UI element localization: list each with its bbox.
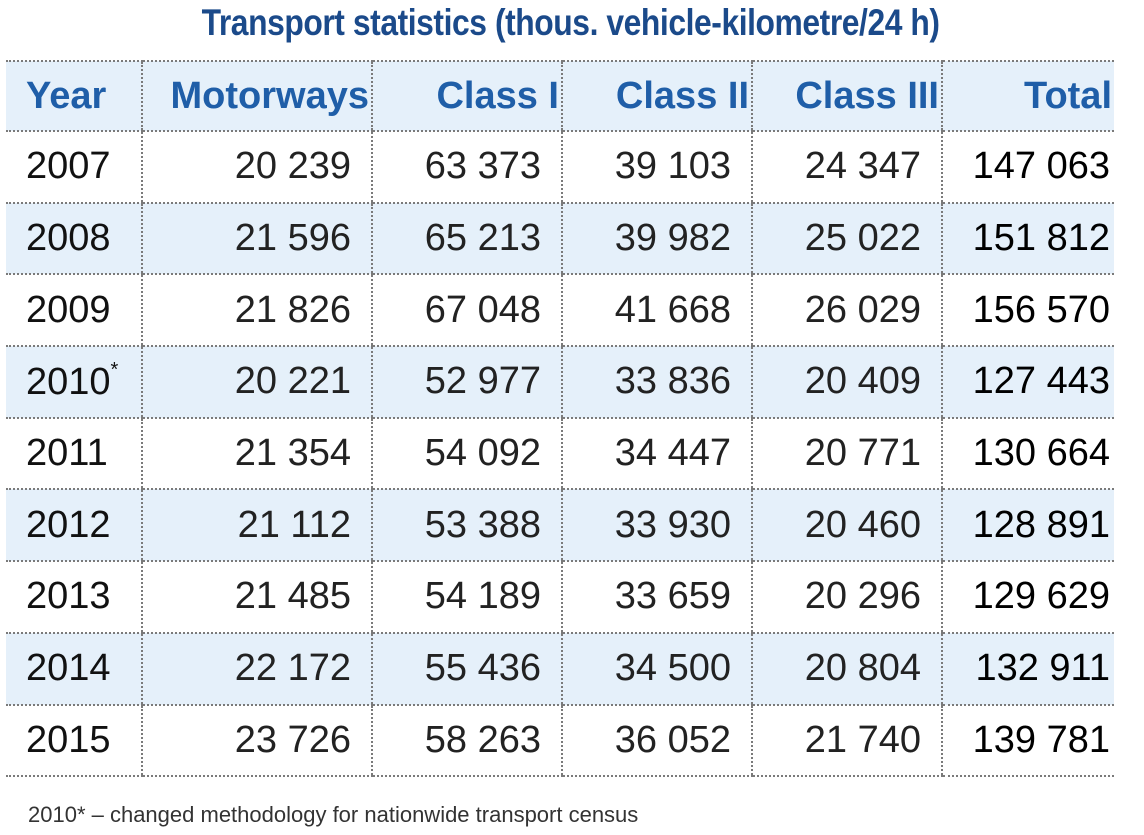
cell-motorways: 21 112 — [141, 488, 372, 563]
cell-class-ii: 39 982 — [561, 201, 752, 276]
cell-class-i: 54 092 — [371, 416, 562, 491]
table-row: 2011 21 354 54 092 34 447 20 771 130 664 — [6, 416, 1114, 491]
cell-motorways: 22 172 — [141, 631, 372, 706]
year-value: 2015 — [26, 718, 111, 761]
cell-total: 129 629 — [941, 560, 1114, 634]
cell-class-ii: 33 659 — [561, 560, 752, 634]
footnote: 2010* – changed methodology for nationwi… — [28, 802, 639, 827]
header-class-ii: Class II — [561, 60, 752, 132]
cell-motorways: 21 354 — [141, 416, 372, 491]
footnote-marker: * — [110, 359, 119, 382]
year-value: 2007 — [26, 145, 111, 188]
header-year: Year — [6, 60, 142, 132]
header-total: Total — [941, 60, 1114, 132]
year-value: 2008 — [26, 217, 111, 260]
cell-year: 2008 — [6, 201, 142, 276]
cell-class-iii: 25 022 — [751, 201, 942, 276]
table-row: 2014 22 172 55 436 34 500 20 804 132 911 — [6, 631, 1114, 706]
header-class-i: Class I — [371, 60, 562, 132]
header-class-iii: Class III — [751, 60, 942, 132]
cell-total: 147 063 — [941, 130, 1114, 204]
cell-total: 128 891 — [941, 488, 1114, 563]
cell-class-ii: 33 836 — [561, 345, 752, 419]
cell-year: 2009 — [6, 273, 142, 348]
table-title: Transport statistics (thous. vehicle-kil… — [201, 2, 940, 43]
table-header-row: Year Motorways Class I Class II Class II… — [6, 60, 1114, 132]
cell-motorways: 23 726 — [141, 703, 372, 778]
cell-total: 151 812 — [941, 201, 1114, 276]
year-value: 2013 — [26, 575, 111, 618]
cell-year: 2013 — [6, 560, 142, 634]
cell-class-i: 63 373 — [371, 130, 562, 204]
cell-motorways: 21 596 — [141, 201, 372, 276]
transport-statistics-table: Year Motorways Class I Class II Class II… — [6, 60, 1114, 778]
table-row: 2008 21 596 65 213 39 982 25 022 151 812 — [6, 201, 1114, 276]
table-row: 2012 21 112 53 388 33 930 20 460 128 891 — [6, 488, 1114, 563]
cell-class-iii: 21 740 — [751, 703, 942, 778]
cell-class-ii: 41 668 — [561, 273, 752, 348]
cell-class-ii: 33 930 — [561, 488, 752, 563]
cell-total: 132 911 — [941, 631, 1114, 706]
cell-class-iii: 20 296 — [751, 560, 942, 634]
cell-year: 2015 — [6, 703, 142, 778]
table-row: 2007 20 239 63 373 39 103 24 347 147 063 — [6, 130, 1114, 204]
year-value: 2011 — [26, 432, 108, 475]
cell-motorways: 21 826 — [141, 273, 372, 348]
cell-class-i: 65 213 — [371, 201, 562, 276]
table-row: 2015 23 726 58 263 36 052 21 740 139 781 — [6, 703, 1114, 778]
cell-class-iii: 26 029 — [751, 273, 942, 348]
year-value: 2012 — [26, 503, 111, 546]
cell-class-i: 53 388 — [371, 488, 562, 563]
header-motorways: Motorways — [141, 60, 372, 132]
cell-class-i: 67 048 — [371, 273, 562, 348]
cell-year: 2014 — [6, 631, 142, 706]
cell-class-iii: 20 804 — [751, 631, 942, 706]
table-row: 2010* 20 221 52 977 33 836 20 409 127 44… — [6, 345, 1114, 419]
cell-total: 156 570 — [941, 273, 1114, 348]
cell-year: 2012 — [6, 488, 142, 563]
cell-class-iii: 20 460 — [751, 488, 942, 563]
cell-class-i: 52 977 — [371, 345, 562, 419]
cell-class-i: 54 189 — [371, 560, 562, 634]
cell-year: 2010* — [6, 345, 142, 419]
cell-motorways: 21 485 — [141, 560, 372, 634]
cell-year: 2007 — [6, 130, 142, 204]
cell-class-ii: 39 103 — [561, 130, 752, 204]
cell-class-ii: 34 447 — [561, 416, 752, 491]
cell-total: 139 781 — [941, 703, 1114, 778]
cell-class-ii: 34 500 — [561, 631, 752, 706]
cell-class-iii: 24 347 — [751, 130, 942, 204]
cell-class-i: 55 436 — [371, 631, 562, 706]
table-row: 2013 21 485 54 189 33 659 20 296 129 629 — [6, 560, 1114, 634]
cell-class-iii: 20 771 — [751, 416, 942, 491]
cell-year: 2011 — [6, 416, 142, 491]
cell-class-iii: 20 409 — [751, 345, 942, 419]
cell-total: 130 664 — [941, 416, 1114, 491]
cell-motorways: 20 239 — [141, 130, 372, 204]
cell-total: 127 443 — [941, 345, 1114, 419]
cell-motorways: 20 221 — [141, 345, 372, 419]
year-value: 2014 — [26, 647, 111, 690]
year-value: 2010 — [26, 361, 111, 404]
cell-class-i: 58 263 — [371, 703, 562, 778]
cell-class-ii: 36 052 — [561, 703, 752, 778]
year-value: 2009 — [26, 288, 111, 331]
table-row: 2009 21 826 67 048 41 668 26 029 156 570 — [6, 273, 1114, 348]
